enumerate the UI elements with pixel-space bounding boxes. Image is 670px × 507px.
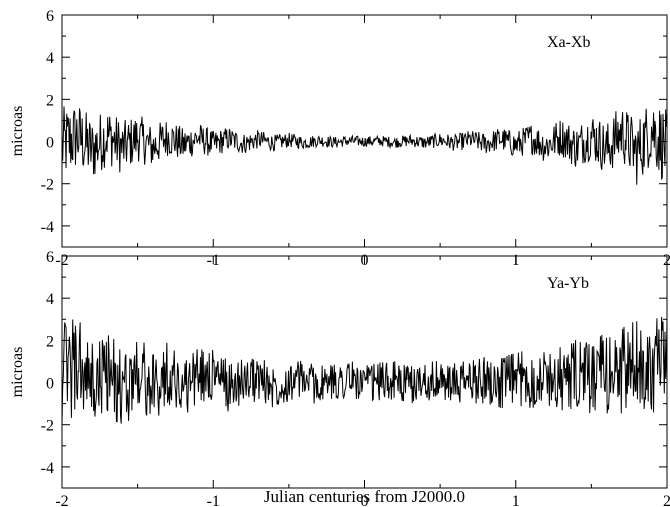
x-axis-label: Julian centuries from J2000.0 [264, 487, 465, 506]
y-tick-label: -2 [41, 177, 54, 194]
x-tick-label: -1 [207, 493, 220, 507]
y-tick-label: 4 [46, 291, 54, 308]
y-tick-label: 2 [46, 92, 54, 109]
y-tick-label: 0 [46, 376, 54, 393]
panel-label: Xa-Xb [547, 34, 591, 51]
y-tick-label: 4 [46, 50, 54, 67]
series-line [62, 106, 667, 184]
y-axis-label: microas [9, 106, 26, 157]
y-tick-label: 6 [46, 249, 54, 266]
x-tick-label: 2 [663, 493, 670, 507]
y-tick-label: -4 [41, 460, 54, 477]
series-line [62, 317, 667, 426]
y-tick-label: 2 [46, 333, 54, 350]
x-tick-label: 1 [512, 493, 520, 507]
y-tick-label: 0 [46, 135, 54, 152]
panel-label: Ya-Yb [547, 275, 589, 292]
y-tick-label: -2 [41, 418, 54, 435]
y-tick-label: -4 [41, 219, 54, 236]
y-tick-label: 6 [46, 8, 54, 25]
y-axis-label: microas [9, 347, 26, 398]
x-tick-label: -2 [55, 493, 68, 507]
